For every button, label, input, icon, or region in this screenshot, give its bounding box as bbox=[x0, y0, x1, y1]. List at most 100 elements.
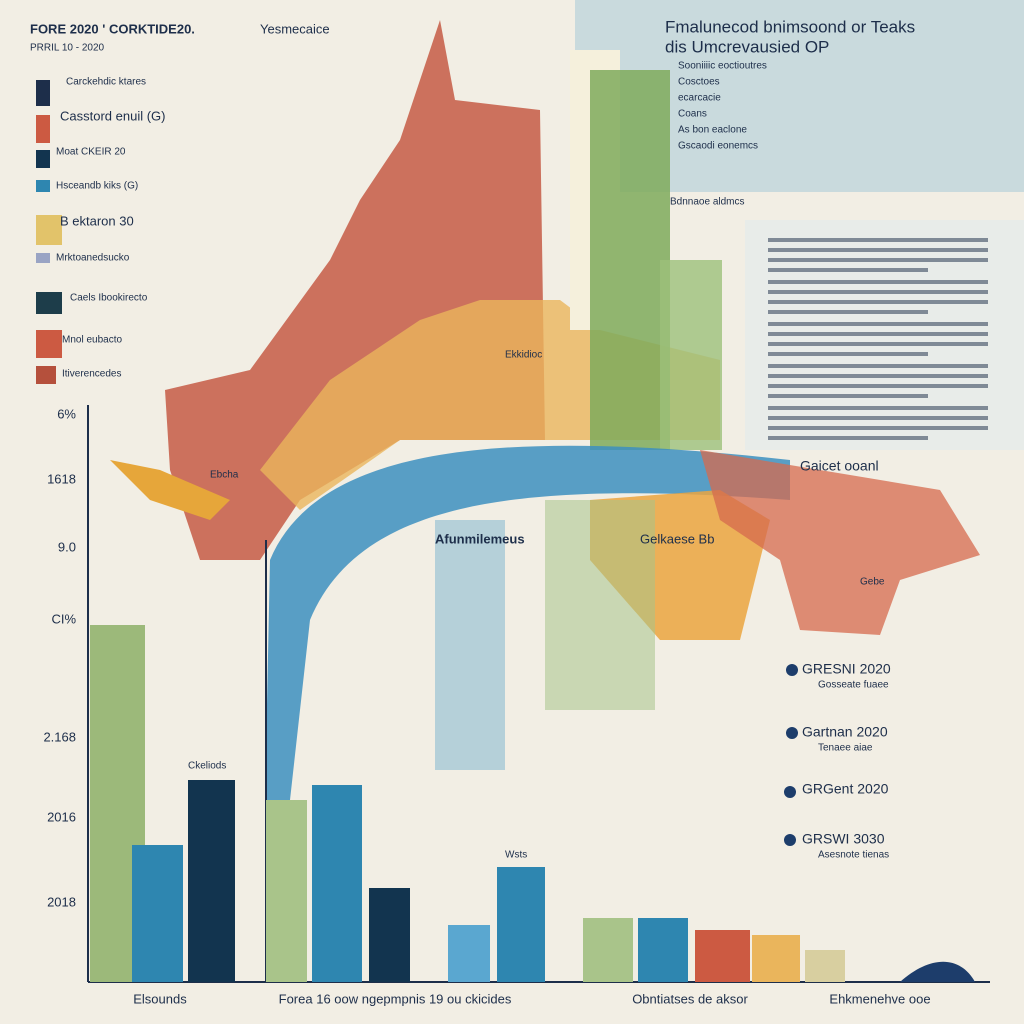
text-line bbox=[768, 248, 988, 252]
swatch bbox=[36, 115, 50, 143]
yellow-splash bbox=[110, 460, 230, 520]
annotation: Gaicet ooanl bbox=[800, 458, 879, 474]
swatch bbox=[36, 215, 62, 245]
swatch bbox=[36, 292, 62, 314]
callout-title: GRESNI 2020 bbox=[802, 661, 891, 677]
bars bbox=[90, 625, 975, 982]
x-label: Obntiatses de aksor bbox=[632, 991, 748, 1006]
bar bbox=[497, 867, 545, 982]
legend-label: B ektaron 30 bbox=[60, 213, 134, 228]
y-label: 1618 bbox=[47, 471, 76, 486]
green-drip bbox=[545, 500, 655, 710]
swatch bbox=[36, 150, 50, 168]
bar bbox=[448, 925, 490, 982]
text-line bbox=[768, 268, 928, 272]
legend-label: Mrktoanedsucko bbox=[56, 253, 130, 264]
green-block bbox=[590, 70, 670, 450]
bar bbox=[369, 888, 410, 982]
legend-swatches bbox=[36, 80, 62, 384]
dot bbox=[786, 727, 798, 739]
x-label: Forea 16 oow ngepmpnis 19 ou ckicides bbox=[279, 991, 512, 1006]
text-line bbox=[768, 416, 988, 420]
subtitle: PRRIL 10 - 2020 bbox=[30, 43, 105, 54]
text-line bbox=[768, 258, 988, 262]
text-line bbox=[768, 374, 988, 378]
panel-item: Gscaodi eonemcs bbox=[678, 141, 758, 152]
text-line bbox=[768, 322, 988, 326]
text-line bbox=[768, 384, 988, 388]
legend-label: Hsceandb kiks (G) bbox=[56, 181, 138, 192]
text-line bbox=[768, 426, 988, 430]
swatch bbox=[36, 80, 50, 106]
panel-title: Fmalunecod bnimsoond or Teaks bbox=[665, 17, 915, 36]
legend-label: Moat CKEIR 20 bbox=[56, 147, 126, 158]
legend-label: Mnol eubacto bbox=[62, 335, 122, 346]
bar bbox=[266, 800, 307, 982]
red-shape bbox=[700, 450, 980, 635]
y-labels: 6% 1618 9.0 CI% 2.168 2016 2018 bbox=[43, 406, 76, 909]
legend-label: Caels Ibookirecto bbox=[70, 293, 148, 304]
x-label: Ehkmenehve ooe bbox=[829, 991, 930, 1006]
tagline: Yesmecaice bbox=[260, 21, 330, 36]
panel-note: Bdnnaoe aldmcs bbox=[670, 197, 745, 208]
panel-item: Sooniiiic eoctioutres bbox=[678, 61, 767, 72]
swatch bbox=[36, 330, 62, 358]
text-line bbox=[768, 364, 988, 368]
annotation: Afunmilemeus bbox=[435, 531, 525, 546]
text-line bbox=[768, 310, 928, 314]
text-line bbox=[768, 352, 928, 356]
paragraph-lines bbox=[768, 238, 988, 440]
bar bbox=[312, 785, 362, 982]
bar bbox=[805, 950, 845, 982]
panel-subtitle: dis Umcrevausied OP bbox=[665, 37, 829, 56]
callout-title: GRGent 2020 bbox=[802, 781, 889, 797]
callout-sub: Asesnote tienas bbox=[818, 850, 889, 861]
bar bbox=[583, 918, 633, 982]
dot bbox=[784, 786, 796, 798]
bar bbox=[188, 780, 235, 982]
panel-items: Sooniiiic eoctioutres Cosctoes ecarcacie Co… bbox=[678, 61, 767, 152]
text-line bbox=[768, 406, 988, 410]
bar bbox=[695, 930, 750, 982]
bar bbox=[132, 845, 183, 982]
text-line bbox=[768, 332, 988, 336]
legend-label: Itiverencedes bbox=[62, 369, 121, 380]
annotation: Gebe bbox=[860, 577, 885, 588]
bar bbox=[638, 918, 688, 982]
callouts: GRESNI 2020 Gosseate fuaee Gartnan 2020 Ten… bbox=[802, 661, 891, 861]
text-line bbox=[768, 238, 988, 242]
bar-curl bbox=[900, 961, 975, 982]
callout-sub: Tenaee aiae bbox=[818, 743, 873, 754]
text-line bbox=[768, 342, 988, 346]
green-block bbox=[660, 260, 722, 450]
callout-title: GRSWI 3030 bbox=[802, 831, 885, 847]
dot bbox=[786, 664, 798, 676]
legend-label: Carckehdic ktares bbox=[66, 77, 146, 88]
text-line bbox=[768, 290, 988, 294]
annotation: Wsts bbox=[505, 850, 527, 861]
callout-sub: Gosseate fuaee bbox=[818, 680, 889, 691]
panel-item: ecarcacie bbox=[678, 93, 721, 104]
y-label: 6% bbox=[57, 406, 76, 421]
y-label: 9.0 bbox=[58, 539, 76, 554]
x-label: Elsounds bbox=[133, 991, 187, 1006]
swatch bbox=[36, 253, 50, 263]
blue-drip bbox=[435, 520, 505, 770]
bar bbox=[752, 935, 800, 982]
text-line bbox=[768, 280, 988, 284]
y-label: CI% bbox=[51, 611, 76, 626]
text-line bbox=[768, 394, 928, 398]
text-line bbox=[768, 300, 988, 304]
annotation: Ebcha bbox=[210, 470, 239, 481]
annotation: Ckeliods bbox=[188, 761, 226, 772]
swatch bbox=[36, 366, 56, 384]
swatch bbox=[36, 180, 50, 192]
panel-item: As bon eaclone bbox=[678, 125, 747, 136]
annotation: Gelkaese Bb bbox=[640, 531, 714, 546]
dot bbox=[784, 834, 796, 846]
annotation: Ekkidioc bbox=[505, 350, 542, 361]
callout-dots bbox=[784, 664, 798, 846]
panel-item: Cosctoes bbox=[678, 77, 720, 88]
panel-item: Coans bbox=[678, 109, 707, 120]
